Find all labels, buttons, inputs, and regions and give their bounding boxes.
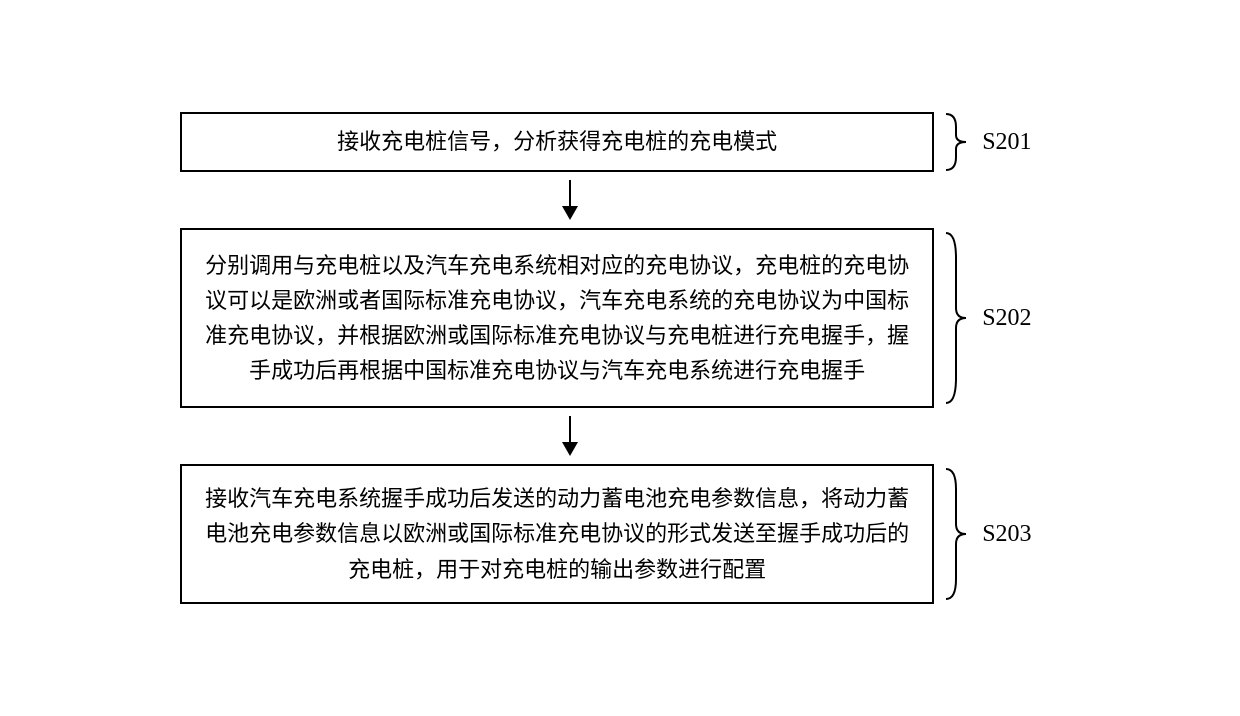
step-text-s203: 接收汽车充电系统握手成功后发送的动力蓄电池充电参数信息，将动力蓄电池充电参数信息…	[202, 481, 912, 587]
step-label-s203: S203	[982, 521, 1031, 548]
step-label-s202: S202	[982, 305, 1031, 332]
step-text-s201: 接收充电桩信号，分析获得充电桩的充电模式	[337, 124, 777, 159]
step-label-s201: S201	[982, 129, 1031, 156]
bracket-icon	[944, 228, 974, 408]
arrow-container-2	[180, 408, 960, 464]
step-box-s203: 接收汽车充电系统握手成功后发送的动力蓄电池充电参数信息，将动力蓄电池充电参数信息…	[180, 464, 934, 604]
arrow-down-icon	[555, 416, 585, 456]
bracket-label-s201: S201	[944, 112, 1060, 172]
arrow-down-icon	[555, 180, 585, 220]
bracket-icon	[944, 112, 974, 172]
step-box-s201: 接收充电桩信号，分析获得充电桩的充电模式	[180, 112, 934, 172]
bracket-icon	[944, 464, 974, 604]
step-text-s202: 分别调用与充电桩以及汽车充电系统相对应的充电协议，充电桩的充电协议可以是欧洲或者…	[202, 248, 912, 389]
step-container-3: 接收汽车充电系统握手成功后发送的动力蓄电池充电参数信息，将动力蓄电池充电参数信息…	[180, 464, 1060, 604]
bracket-label-s202: S202	[944, 228, 1060, 408]
step-container-1: 接收充电桩信号，分析获得充电桩的充电模式 S201	[180, 112, 1060, 172]
arrow-container-1	[180, 172, 960, 228]
flowchart-container: 接收充电桩信号，分析获得充电桩的充电模式 S201 分别调用与充电桩以及汽车充电…	[160, 92, 1080, 624]
step-container-2: 分别调用与充电桩以及汽车充电系统相对应的充电协议，充电桩的充电协议可以是欧洲或者…	[180, 228, 1060, 408]
bracket-label-s203: S203	[944, 464, 1060, 604]
step-box-s202: 分别调用与充电桩以及汽车充电系统相对应的充电协议，充电桩的充电协议可以是欧洲或者…	[180, 228, 934, 408]
